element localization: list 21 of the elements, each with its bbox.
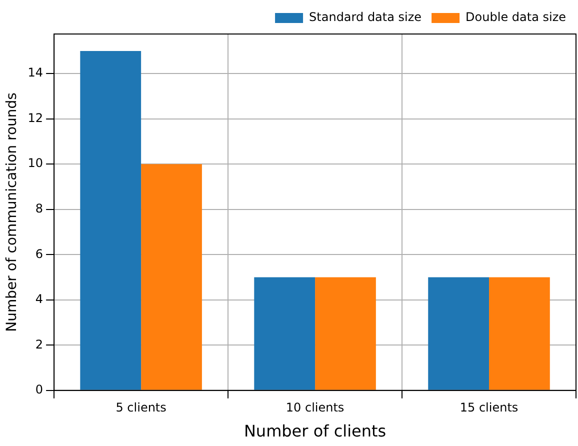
- y-tick-label: 12: [28, 110, 44, 125]
- y-axis-title: Number of communication rounds: [4, 92, 20, 332]
- y-tick-label: 14: [28, 66, 44, 80]
- x-tick-label: 10 clients: [286, 400, 344, 415]
- y-tick-label: 2: [35, 337, 44, 352]
- y-tick-label: 4: [35, 292, 44, 306]
- bar: [489, 277, 550, 390]
- x-tick-label: 15 clients: [460, 400, 518, 415]
- legend-label: Double data size: [466, 10, 566, 24]
- legend-label: Standard data size: [309, 10, 422, 24]
- y-tick-label: 6: [35, 246, 44, 261]
- bar: [315, 277, 376, 390]
- bar: [254, 277, 316, 390]
- y-tick-label: 0: [35, 382, 44, 397]
- x-axis-title: Number of clients: [244, 422, 386, 441]
- y-tick-label: 8: [35, 201, 44, 216]
- bar: [141, 164, 202, 390]
- bar: [80, 50, 142, 390]
- x-tick-label: 5 clients: [116, 400, 166, 415]
- y-tick-label: 10: [28, 156, 44, 170]
- bar: [428, 277, 490, 390]
